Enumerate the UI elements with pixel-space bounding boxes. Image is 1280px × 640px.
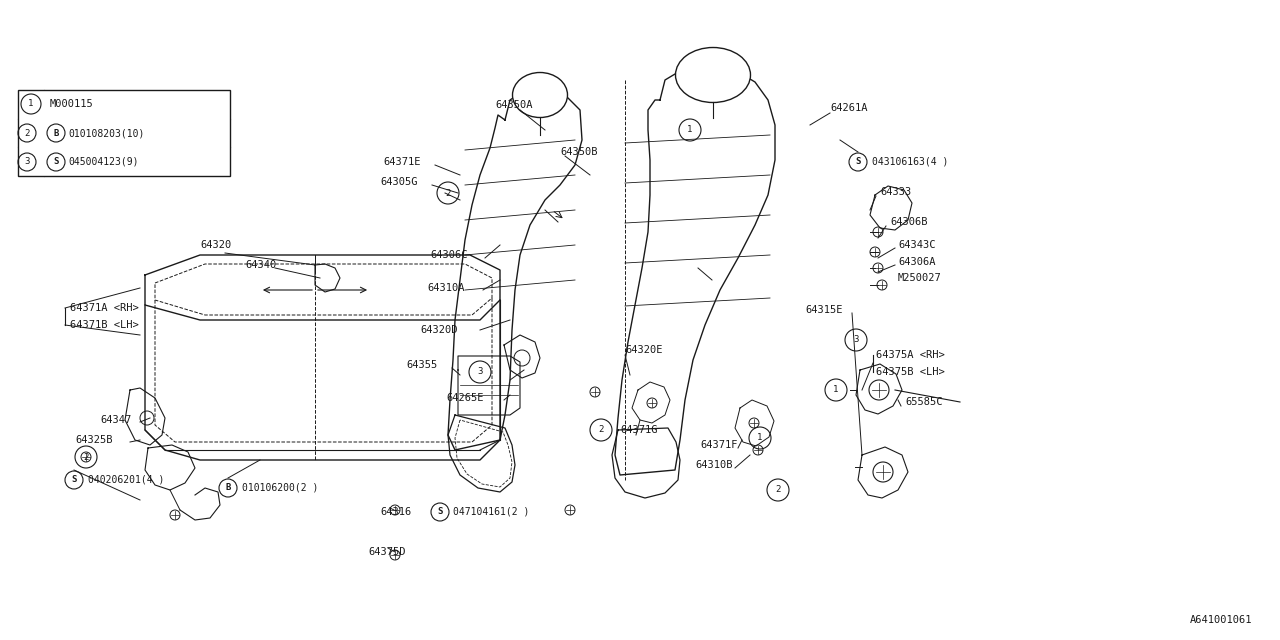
Text: B: B [54,129,59,138]
Text: 3: 3 [854,335,859,344]
Text: 64371B <LH>: 64371B <LH> [70,320,138,330]
Text: 3: 3 [24,157,29,166]
Text: 64261A: 64261A [829,103,868,113]
Text: 1: 1 [28,99,33,109]
Text: 047104161(2 ): 047104161(2 ) [453,507,530,517]
Text: 65585C: 65585C [905,397,942,407]
Text: M250027: M250027 [899,273,942,283]
FancyBboxPatch shape [18,90,230,176]
Text: 1: 1 [687,125,692,134]
Text: 64347: 64347 [100,415,132,425]
Text: S: S [72,476,77,484]
Text: 64355: 64355 [406,360,438,370]
Text: S: S [855,157,860,166]
Text: 043106163(4 ): 043106163(4 ) [872,157,948,167]
Text: 64305G: 64305G [380,177,417,187]
Text: S: S [54,157,59,166]
Text: 2: 2 [445,189,451,198]
Text: 64333: 64333 [881,187,911,197]
Text: 64316: 64316 [380,507,411,517]
Text: 2: 2 [776,486,781,495]
Text: 64306A: 64306A [899,257,936,267]
Text: 64265E: 64265E [445,393,484,403]
Text: 64371F: 64371F [700,440,737,450]
Ellipse shape [676,47,750,102]
Text: S: S [438,508,443,516]
Text: 64375D: 64375D [369,547,406,557]
Text: 64375B <LH>: 64375B <LH> [876,367,945,377]
Text: 64343C: 64343C [899,240,936,250]
Text: 2: 2 [24,129,29,138]
Text: 64320E: 64320E [625,345,663,355]
Text: 64306B: 64306B [890,217,928,227]
Text: 64306C: 64306C [430,250,467,260]
Text: 64371A <RH>: 64371A <RH> [70,303,138,313]
Text: 64310B: 64310B [695,460,732,470]
Text: 040206201(4 ): 040206201(4 ) [88,475,164,485]
Text: 64350B: 64350B [561,147,598,157]
Text: 64375A <RH>: 64375A <RH> [876,350,945,360]
Text: 64325B: 64325B [76,435,113,445]
Text: 64371G: 64371G [620,425,658,435]
Text: 64340: 64340 [244,260,276,270]
Text: A641001061: A641001061 [1189,615,1252,625]
Text: 64320D: 64320D [420,325,457,335]
Text: B: B [225,483,230,493]
Text: 64310A: 64310A [428,283,465,293]
Text: 64371E: 64371E [383,157,421,167]
Text: M000115: M000115 [50,99,93,109]
Text: 010108203(10): 010108203(10) [68,128,145,138]
Text: 64320: 64320 [200,240,232,250]
Text: 1: 1 [758,433,763,442]
Text: 045004123(9): 045004123(9) [68,157,138,167]
Text: 1: 1 [833,385,838,394]
Text: 3: 3 [477,367,483,376]
Text: 64315E: 64315E [805,305,842,315]
Text: 010106200(2 ): 010106200(2 ) [242,483,319,493]
Text: 2: 2 [83,452,88,461]
Ellipse shape [512,72,567,118]
Text: 2: 2 [598,426,604,435]
Text: 64350A: 64350A [495,100,532,110]
